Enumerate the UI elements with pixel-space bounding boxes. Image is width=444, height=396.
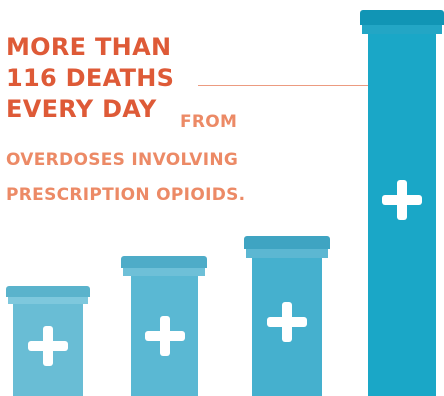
subtext-line-1: FROM xyxy=(180,112,238,132)
plus-icon xyxy=(382,180,422,220)
headline: MORE THAN 116 DEATHS EVERY DAY xyxy=(6,32,174,126)
bottle-neck xyxy=(362,25,442,34)
bottle-cap xyxy=(6,286,90,297)
bottle-cap xyxy=(244,236,330,249)
bottle-cap xyxy=(360,10,444,25)
bottle-neck xyxy=(8,297,88,304)
connector-line xyxy=(198,85,382,86)
headline-line-1: MORE THAN xyxy=(6,33,172,61)
bottle-cap xyxy=(121,256,207,268)
plus-icon xyxy=(267,302,307,342)
bottle-neck xyxy=(246,249,328,258)
subtext-line-2: OVERDOSES INVOLVING xyxy=(6,150,239,170)
plus-icon xyxy=(145,316,185,356)
plus-icon xyxy=(28,326,68,366)
headline-line-2: 116 DEATHS xyxy=(6,64,175,93)
subtext-line-3: PRESCRIPTION OPIOIDS. xyxy=(6,185,246,205)
headline-line-3: EVERY DAY xyxy=(6,95,157,124)
bottle-neck xyxy=(123,268,205,276)
